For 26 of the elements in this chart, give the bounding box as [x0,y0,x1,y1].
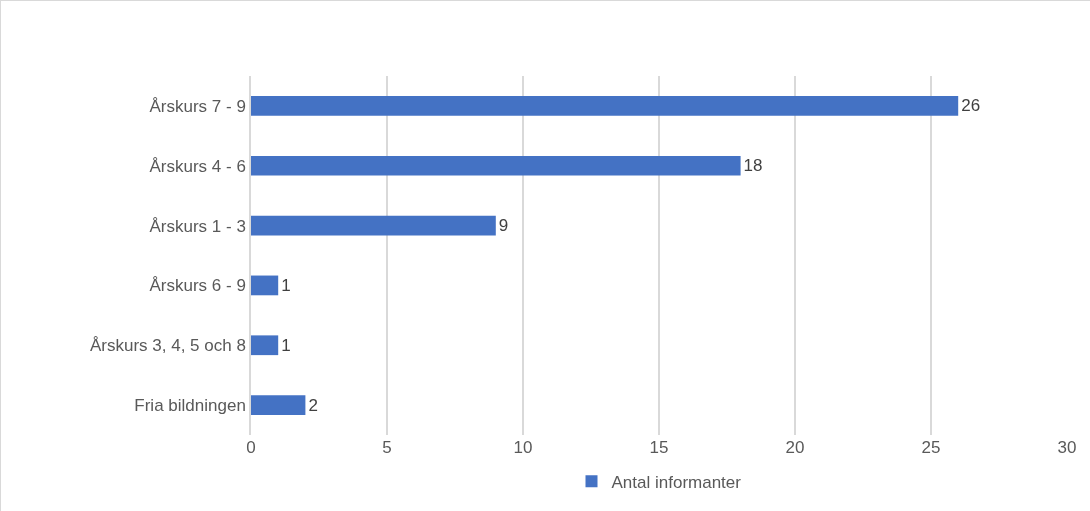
bar [251,215,496,236]
legend-label: Antal informanter [611,472,742,492]
y-tick-label: Årskurs 6 - 9 [149,276,246,296]
y-tick-label: Fria bildningen [134,396,246,416]
data-label: 1 [281,335,291,355]
bar [251,275,279,296]
data-label: 1 [281,275,291,295]
x-tick-label: 10 [513,438,533,457]
x-tick-label: 5 [382,438,392,457]
x-tick-label: 20 [785,438,805,457]
x-tick-label: 25 [921,438,941,457]
data-label: 26 [961,96,981,116]
bar [251,395,306,415]
bar [251,96,959,116]
data-label: 9 [498,216,509,236]
x-tick-label: 30 [1057,438,1077,457]
x-tick-label: 0 [246,438,256,457]
bar [251,155,741,176]
y-tick-label: Årskurs 7 - 9 [149,96,246,116]
data-label: 2 [308,395,318,415]
y-tick-label: Årskurs 3, 4, 5 och 8 [89,336,246,356]
bar [251,335,279,356]
y-tick-label: Årskurs 1 - 3 [149,216,246,236]
y-tick-label: Årskurs 4 - 6 [149,156,246,176]
x-tick-label: 15 [649,438,669,457]
data-label: 18 [743,156,763,176]
